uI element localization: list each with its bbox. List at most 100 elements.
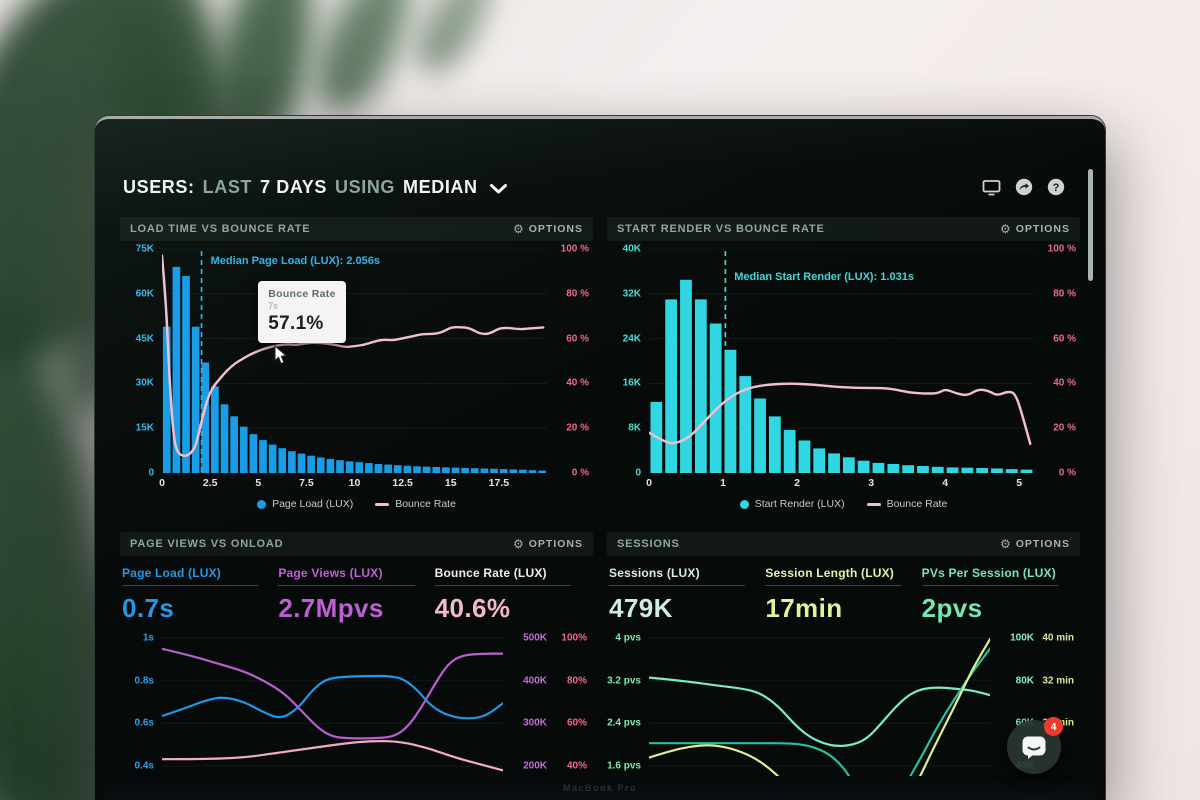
x-axis-tick: 5 bbox=[255, 477, 262, 489]
options-button[interactable]: ⚙ OPTIONS bbox=[999, 537, 1070, 551]
chevron-down-icon bbox=[489, 183, 507, 193]
dashboard-screen: USERS: LAST 7 DAYS USING MEDIAN bbox=[105, 125, 1095, 800]
start-render-bar-chart[interactable]: Median Start Render (LUX): 1.031s bbox=[649, 249, 1034, 473]
y-axis-tick: 0 bbox=[148, 467, 154, 479]
y-axis-tick: 24K bbox=[622, 333, 641, 345]
y-axis-right: 100 % 80 % 60 % 40 % 20 % 0 % bbox=[547, 244, 593, 479]
page-views-line-chart[interactable] bbox=[162, 636, 503, 796]
x-axis-tick: 1 bbox=[720, 477, 726, 489]
y-axis-left: 4 pvs 3.2 pvs 2.4 pvs 1.6 pvs bbox=[607, 633, 649, 796]
y-axis-tick-pair: 200K 40% bbox=[503, 761, 593, 772]
panel-grid: LOAD TIME VS BOUNCE RATE ⚙ OPTIONS 75K 60… bbox=[120, 217, 1080, 800]
metric-block: Page Views (LUX) 2.7Mpvs bbox=[278, 566, 415, 624]
y-axis-tick: 2.4 pvs bbox=[607, 717, 641, 729]
tooltip-x-label: 7s bbox=[268, 301, 278, 311]
y-axis-tick: 40% bbox=[566, 760, 587, 772]
display-icon[interactable] bbox=[982, 178, 1001, 197]
chat-launcher-button[interactable]: 4 bbox=[1007, 717, 1063, 774]
sessions-line-chart[interactable] bbox=[649, 636, 990, 796]
y-axis-tick-pair: 400K 80% bbox=[503, 675, 593, 686]
panel-title: PAGE VIEWS VS ONLOAD bbox=[130, 538, 284, 550]
notification-badge: 4 bbox=[1044, 717, 1063, 736]
legend-line-swatch bbox=[866, 502, 881, 506]
y-axis-tick: 80% bbox=[566, 675, 587, 687]
y-axis-tick: 100 % bbox=[560, 243, 589, 255]
x-axis-tick: 17.5 bbox=[488, 477, 510, 489]
y-axis-tick: 0 bbox=[635, 467, 641, 479]
x-axis-tick: 10 bbox=[348, 477, 361, 489]
x-axis-tick: 2.5 bbox=[202, 477, 218, 489]
metric-block: Session Length (LUX) 17min bbox=[765, 566, 902, 624]
gear-icon: ⚙ bbox=[999, 222, 1011, 236]
legend-label: Bounce Rate bbox=[395, 498, 456, 510]
summary-dropdown[interactable]: USERS: LAST 7 DAYS USING MEDIAN bbox=[123, 177, 507, 198]
panel-header: SESSIONS ⚙ OPTIONS bbox=[607, 532, 1080, 556]
panel-title: SESSIONS bbox=[617, 538, 680, 550]
metric-divider bbox=[609, 585, 746, 586]
load-time-bar-chart[interactable]: Median Page Load (LUX): 2.056s Bounce Ra… bbox=[162, 249, 547, 473]
legend-item[interactable]: Start Render (LUX) bbox=[739, 498, 845, 510]
x-axis: 0 2.5 5 7.5 10 12.5 15 17.5 bbox=[159, 476, 547, 493]
legend-label: Page Load (LUX) bbox=[272, 498, 354, 510]
legend-label: Start Render (LUX) bbox=[754, 498, 845, 510]
y-axis-tick: 60% bbox=[566, 717, 587, 729]
plant-leaf bbox=[403, 0, 507, 85]
y-axis-tick-pair: 300K 60% bbox=[503, 718, 593, 729]
legend-item[interactable]: Page Load (LUX) bbox=[257, 498, 353, 510]
y-axis-tick: 30K bbox=[135, 377, 154, 389]
metric-value: 0.7s bbox=[122, 593, 175, 623]
share-icon[interactable] bbox=[1014, 178, 1033, 197]
svg-text:?: ? bbox=[1052, 182, 1059, 194]
y-axis-tick: 20 % bbox=[566, 422, 589, 434]
median-annotation: Median Page Load (LUX): 2.056s bbox=[210, 255, 380, 267]
metric-label: Bounce Rate (LUX) bbox=[434, 566, 547, 580]
y-axis-tick: 200K bbox=[523, 760, 547, 772]
metrics-row: Page Load (LUX) 0.7s Page Views (LUX) 2.7Mp… bbox=[122, 566, 591, 624]
x-axis-tick: 15 bbox=[444, 477, 457, 489]
options-button[interactable]: ⚙ OPTIONS bbox=[512, 222, 583, 236]
metrics-row: Sessions (LUX) 479K Session Length (LUX) 17… bbox=[609, 566, 1078, 624]
y-axis-tick: 0.8s bbox=[134, 675, 154, 687]
y-axis-tick: 32 min bbox=[1042, 675, 1074, 687]
metric-block: Bounce Rate (LUX) 40.6% bbox=[434, 566, 571, 624]
gear-icon: ⚙ bbox=[999, 537, 1011, 551]
options-button[interactable]: ⚙ OPTIONS bbox=[512, 537, 583, 551]
metric-label: Sessions (LUX) bbox=[609, 566, 700, 580]
y-axis-tick: 300K bbox=[523, 717, 547, 729]
metric-divider bbox=[921, 585, 1058, 586]
y-axis-tick: 80K bbox=[1015, 675, 1034, 687]
metric-label: PVs Per Session (LUX) bbox=[921, 566, 1056, 580]
y-axis-tick: 1.6 pvs bbox=[607, 760, 641, 772]
metric-divider bbox=[765, 585, 902, 586]
y-axis-tick: 32K bbox=[622, 288, 641, 300]
gear-icon: ⚙ bbox=[512, 222, 524, 236]
y-axis-left: 75K 60K 45K 30K 15K 0 bbox=[120, 244, 162, 479]
median-annotation: Median Start Render (LUX): 1.031s bbox=[734, 271, 914, 283]
legend-item[interactable]: Bounce Rate bbox=[375, 498, 456, 510]
y-axis-tick: 8K bbox=[628, 422, 641, 434]
title-part: USERS: bbox=[123, 176, 195, 197]
metric-divider bbox=[278, 585, 415, 586]
y-axis-tick-pair: 80K 32 min bbox=[990, 675, 1080, 686]
x-axis-tick: 0 bbox=[159, 477, 165, 489]
y-axis-tick: 400K bbox=[523, 675, 547, 687]
y-axis-tick: 0 % bbox=[1058, 467, 1076, 479]
help-icon[interactable]: ? bbox=[1046, 178, 1065, 197]
x-axis-tick: 4 bbox=[942, 477, 949, 489]
title-part: LAST bbox=[202, 176, 253, 197]
y-axis-right: 100 % 80 % 60 % 40 % 20 % 0 % bbox=[1034, 244, 1080, 479]
panel-page-views: PAGE VIEWS VS ONLOAD ⚙ OPTIONS Page Load… bbox=[120, 532, 593, 800]
scrollbar-thumb[interactable] bbox=[1088, 169, 1093, 281]
title-part: USING bbox=[335, 176, 396, 197]
y-axis-tick: 16K bbox=[622, 377, 641, 389]
mouse-cursor-icon bbox=[274, 345, 288, 365]
options-button[interactable]: ⚙ OPTIONS bbox=[999, 222, 1070, 236]
legend-item[interactable]: Bounce Rate bbox=[866, 498, 947, 510]
legend-line-swatch bbox=[375, 502, 390, 506]
y-axis-tick: 60 % bbox=[1053, 333, 1076, 345]
y-axis-tick: 100K bbox=[1010, 632, 1034, 644]
title-part: MEDIAN bbox=[403, 176, 478, 197]
metric-divider bbox=[122, 585, 259, 586]
y-axis-tick: 0.6s bbox=[134, 717, 154, 729]
y-axis-tick: 1s bbox=[142, 632, 154, 644]
